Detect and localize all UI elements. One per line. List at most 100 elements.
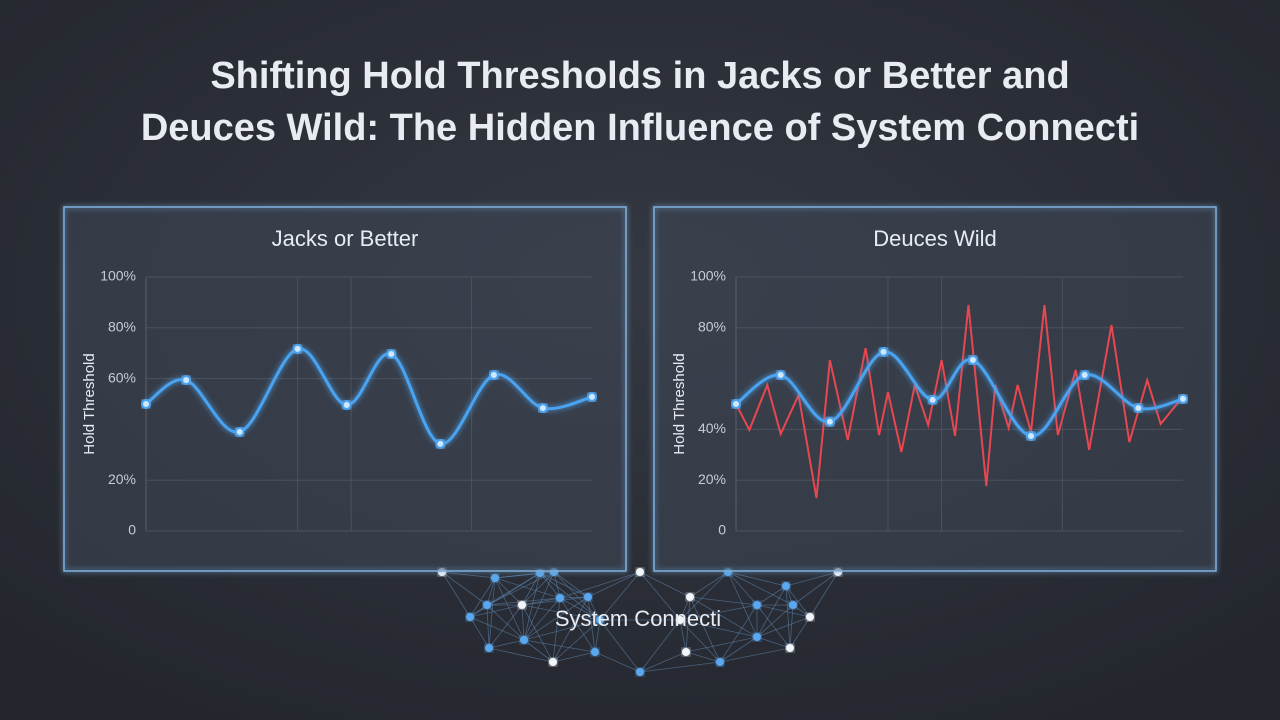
network-edge (494, 572, 541, 579)
network-node (556, 594, 564, 602)
network-edge (727, 571, 758, 638)
network-node (636, 568, 644, 576)
point (1178, 393, 1188, 404)
network-edge (756, 585, 787, 606)
network-edge (727, 571, 794, 606)
network-edge (594, 651, 641, 673)
network-node (491, 574, 499, 582)
network (438, 568, 842, 676)
point (731, 399, 741, 409)
network-edge (785, 571, 839, 587)
title-line: Shifting Hold Thresholds in Jacks or Bet… (210, 55, 1069, 97)
network-edge (689, 596, 721, 663)
network-node (753, 601, 761, 609)
y-tick-label: 80% (698, 319, 726, 335)
network-edge (488, 604, 523, 649)
series-line (735, 304, 1180, 499)
network-edge (521, 604, 525, 641)
network-node (716, 658, 724, 666)
network-edge (559, 596, 589, 599)
y-tick-label: 100% (690, 268, 726, 284)
network-edge (689, 596, 758, 606)
network-edge (521, 604, 601, 621)
network-edge (553, 571, 601, 621)
network-edge (727, 571, 758, 606)
network-edge (719, 636, 758, 663)
chart-title: Jacks or Better (272, 226, 419, 251)
network-edge (523, 596, 589, 641)
network-node (483, 601, 491, 609)
y-tick-label: 40% (698, 420, 726, 436)
point (878, 346, 889, 357)
network-edge (719, 647, 791, 663)
point (967, 355, 978, 366)
network-edge (521, 604, 554, 663)
point (824, 416, 835, 427)
network-edge (488, 577, 496, 649)
y-axis-label: Hold Threshold (81, 353, 98, 454)
network-node (636, 668, 644, 676)
network-node (686, 593, 694, 601)
network-edge (486, 577, 496, 606)
network-edge (685, 636, 758, 653)
network-edge (523, 639, 554, 663)
network-edge (559, 597, 596, 653)
y-tick-label: 0 (718, 522, 726, 538)
network-edge (469, 616, 490, 649)
network-edge (494, 577, 561, 599)
network-edge (559, 571, 641, 599)
network-edge (553, 571, 561, 599)
network-edge (756, 636, 791, 649)
network-edge (494, 577, 525, 641)
network-edge (639, 661, 721, 673)
network-edge (689, 596, 758, 638)
point (488, 370, 499, 381)
network-edge (441, 571, 496, 579)
point (141, 399, 151, 409)
network-edge (639, 571, 691, 598)
network-node (806, 613, 814, 621)
network-edge (756, 604, 811, 618)
network-edge (639, 619, 681, 673)
network-edge (639, 651, 687, 673)
network-edge (559, 597, 601, 621)
network-edge (539, 572, 561, 599)
network-edge (689, 571, 729, 598)
y-axis-label: Hold Threshold (671, 353, 688, 454)
network-edge (756, 616, 811, 638)
point (341, 400, 352, 411)
point (292, 343, 303, 354)
network-edge (521, 572, 541, 606)
network-node (786, 644, 794, 652)
series-line (735, 350, 1184, 438)
network-edge (441, 571, 488, 606)
network-node (789, 601, 797, 609)
network-edge (789, 616, 811, 649)
network-edge (469, 616, 525, 641)
point (775, 370, 786, 381)
series-line (145, 347, 593, 446)
network-edge (488, 647, 554, 663)
network-edge (539, 572, 601, 621)
network-edge (685, 651, 721, 663)
network-edge (469, 577, 496, 618)
network-edge (679, 604, 758, 621)
chart-title: Deuces Wild (873, 226, 996, 251)
network-edge (469, 604, 523, 618)
network-edge (587, 596, 601, 621)
network-node (753, 633, 761, 641)
network-edge (486, 572, 541, 606)
network-node (518, 601, 526, 609)
network-edge (552, 651, 596, 663)
network-edge (523, 572, 541, 641)
y-tick-label: 80% (108, 319, 136, 335)
network-edge (552, 597, 561, 663)
network-label: System Connecti (555, 606, 721, 631)
y-tick-label: 60% (108, 369, 136, 385)
network-node (682, 648, 690, 656)
point (1026, 431, 1037, 442)
network-edge (486, 604, 525, 641)
network-edge (587, 571, 641, 598)
network-edge (488, 639, 525, 649)
network-edge (553, 571, 589, 598)
